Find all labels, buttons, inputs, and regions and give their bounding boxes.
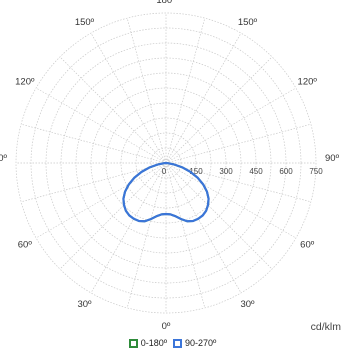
radial-tick-label: 750 — [309, 167, 323, 176]
angle-label: 120º — [15, 77, 35, 88]
grid-spoke — [165, 162, 242, 294]
legend-swatch-blue — [173, 338, 182, 348]
angle-label: 150º — [238, 17, 258, 28]
grid-spoke — [35, 87, 167, 164]
grid-spoke — [165, 18, 206, 164]
legend-item-90-270[interactable]: 90-270º — [173, 338, 216, 348]
radial-tick-label: 600 — [279, 167, 293, 176]
grid-spoke — [21, 123, 167, 164]
legend-swatch-green — [128, 338, 138, 348]
angle-label: 120º — [298, 77, 318, 88]
grid-circle — [15, 12, 317, 314]
grid-spoke — [165, 123, 311, 164]
angle-label: 60º — [18, 240, 33, 251]
grid-spoke — [21, 162, 167, 203]
unit-label: cd/klm — [310, 321, 341, 333]
grid-spoke — [59, 162, 167, 270]
angle-label: 90º — [325, 153, 340, 164]
grid-spoke — [165, 162, 206, 308]
grid-spoke — [165, 87, 297, 164]
grid-spoke — [165, 162, 273, 270]
radial-tick-label: 150 — [189, 167, 203, 176]
angle-label: 0º — [162, 321, 171, 332]
angle-label: 30º — [240, 299, 255, 310]
radial-tick-label: 300 — [219, 167, 233, 176]
angle-label: 90º — [0, 153, 8, 164]
legend: 0-180º 90-270º — [0, 338, 345, 348]
angle-label: 60º — [300, 240, 315, 251]
grid-spoke — [165, 56, 273, 164]
legend-label-0-180: 0-180º — [140, 338, 167, 348]
grid-spoke — [59, 56, 167, 164]
radial-tick-label: 0 — [162, 167, 167, 176]
grid-spoke — [126, 18, 167, 164]
radial-tick-label: 450 — [249, 167, 263, 176]
angle-label: 150º — [75, 17, 95, 28]
angle-label: 30º — [77, 299, 92, 310]
grid-spoke — [165, 32, 242, 164]
legend-label-90-270: 90-270º — [185, 338, 217, 348]
grid-spoke — [35, 162, 167, 239]
grid-spoke — [90, 162, 167, 294]
grid-spoke — [165, 162, 297, 239]
angle-label: 180º — [156, 0, 176, 6]
legend-item-0-180[interactable]: 0-180º — [128, 338, 167, 348]
grid-spoke — [165, 162, 311, 203]
grid-spoke — [126, 162, 167, 308]
grid-spoke — [90, 32, 167, 164]
series-line-blue — [122, 161, 210, 223]
